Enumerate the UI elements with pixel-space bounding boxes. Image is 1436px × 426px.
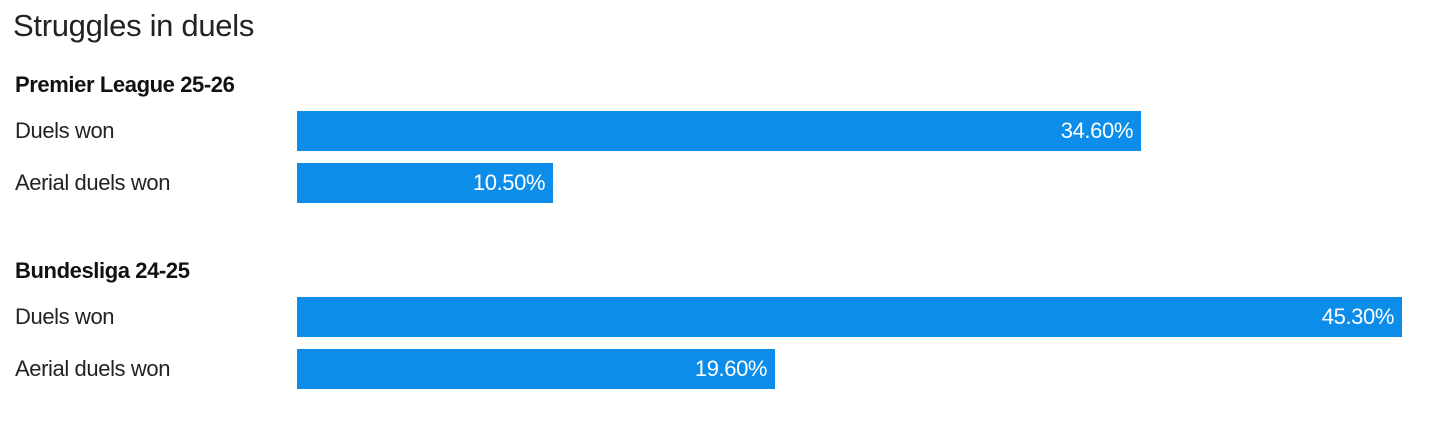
bar: 34.60%	[297, 111, 1141, 151]
chart-title: Struggles in duels	[13, 8, 255, 43]
row-label: Aerial duels won	[15, 356, 171, 381]
group-title-premier-league: Premier League 25-26	[15, 72, 235, 97]
bar-value-label: 34.60%	[1060, 118, 1134, 143]
bar-value-label: 19.60%	[694, 356, 768, 381]
bar: 10.50%	[297, 163, 554, 203]
group-title-bundesliga: Bundesliga 24-25	[15, 258, 190, 283]
bar: 19.60%	[297, 349, 776, 389]
bar-value-label: 45.30%	[1321, 304, 1395, 329]
bar-value-label: 10.50%	[472, 170, 546, 195]
bar: 45.30%	[297, 297, 1402, 337]
row-label: Aerial duels won	[15, 170, 171, 195]
row-label: Duels won	[15, 304, 115, 329]
row-label: Duels won	[15, 118, 115, 143]
